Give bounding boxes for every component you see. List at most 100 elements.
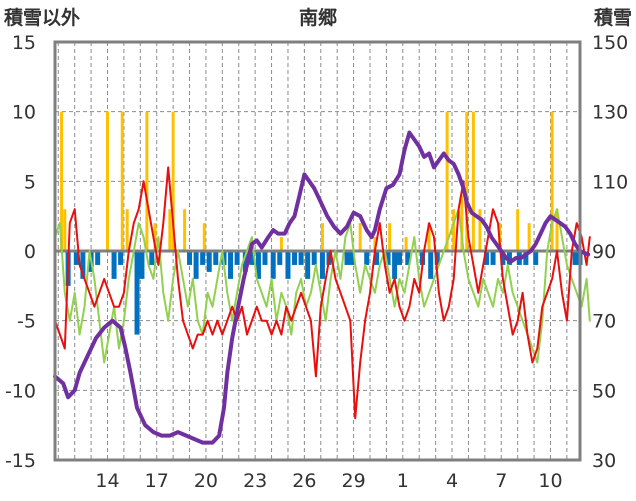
- snowfall-bar: [478, 209, 482, 251]
- snow-change-bar: [374, 251, 380, 265]
- snowfall-bar: [516, 209, 520, 251]
- snow-change-bar: [500, 251, 506, 265]
- snow-change-bars: [65, 251, 583, 335]
- snowfall-bar: [63, 209, 67, 251]
- x-tick-label: 23: [243, 470, 267, 492]
- series-line-min-temp: [54, 208, 591, 364]
- snowfall-bar: [555, 209, 559, 251]
- snow-change-bar: [483, 251, 489, 265]
- snowfall-bar: [171, 111, 175, 252]
- snowfall-bar: [168, 209, 172, 251]
- snow-change-bar: [572, 251, 578, 265]
- snow-change-bar: [490, 251, 496, 265]
- snow-change-bar: [533, 251, 539, 265]
- y-left-tick-label: -15: [5, 450, 36, 472]
- x-tick-label: 1: [397, 470, 409, 492]
- snow-change-bar: [249, 251, 255, 265]
- snow-change-bar: [213, 251, 219, 265]
- x-tick-label: 20: [194, 470, 218, 492]
- y-left-ticks: 15 10 5 0 -5 -10 -15: [5, 32, 36, 472]
- snowfall-bar: [404, 237, 408, 251]
- x-ticks: 14 17 20 23 26 29 1 4 7 10: [95, 470, 562, 492]
- snowfall-bar: [460, 195, 464, 251]
- snow-change-bar: [80, 251, 86, 279]
- snow-change-bar: [95, 251, 101, 265]
- y-left-tick-label: 5: [24, 171, 36, 193]
- snow-change-bar: [228, 251, 234, 279]
- y-left-tick-label: -5: [17, 311, 36, 333]
- y-left-label: 積雪以外: [4, 6, 80, 29]
- snow-change-bar: [397, 251, 403, 265]
- snowfall-bar: [373, 237, 377, 251]
- y-right-tick-label: 30: [592, 450, 616, 472]
- snowfall-bar: [471, 111, 475, 252]
- y-left-tick-label: 10: [12, 102, 36, 124]
- y-right-tick-label: 130: [592, 102, 628, 124]
- y-left-tick-label: 15: [12, 32, 36, 54]
- snowfall-bar: [358, 223, 362, 251]
- snowfall-bar: [183, 209, 187, 251]
- snowfall-bar: [427, 223, 431, 251]
- snow-change-bar: [193, 251, 199, 279]
- snow-change-bar: [292, 251, 298, 265]
- x-tick-label: 26: [292, 470, 316, 492]
- y-right-tick-label: 90: [592, 241, 616, 263]
- snow-change-bar: [523, 251, 529, 265]
- snow-change-bar: [298, 251, 304, 265]
- snowfall-bar: [153, 223, 157, 251]
- snowfall-bars: [60, 111, 559, 252]
- x-tick-label: 4: [446, 470, 458, 492]
- snowfall-bar: [445, 111, 449, 252]
- chart-title: 南郷: [299, 6, 337, 29]
- y-right-ticks: 150 130 110 90 70 50 30: [592, 32, 628, 472]
- y-left-tick-label: 0: [24, 241, 36, 263]
- snow-change-bar: [149, 251, 155, 265]
- snow-change-bar: [206, 251, 212, 272]
- snow-change-bar: [73, 251, 79, 265]
- x-tick-label: 14: [95, 470, 119, 492]
- snowfall-bar: [465, 111, 469, 252]
- snowfall-bar: [279, 237, 283, 251]
- x-tick-label: 7: [495, 470, 507, 492]
- snowfall-bar: [106, 111, 109, 252]
- snow-change-bar: [434, 251, 440, 265]
- snow-change-bar: [262, 251, 268, 265]
- snow-change-bar: [311, 251, 317, 265]
- snow-change-bar: [255, 251, 261, 279]
- x-tick-label: 10: [538, 470, 562, 492]
- snowfall-bar: [388, 223, 392, 251]
- y-left-tick-label: -10: [5, 380, 36, 402]
- x-tick-label: 17: [145, 470, 169, 492]
- series-line-max-temp: [54, 166, 591, 420]
- snowfall-bar: [125, 209, 129, 251]
- snow-change-bar: [270, 251, 276, 279]
- snow-change-bar: [344, 251, 350, 265]
- snow-change-bar: [364, 251, 370, 265]
- snowfall-bar: [527, 223, 531, 251]
- snow-change-bar: [285, 251, 291, 279]
- snowfall-bar: [202, 223, 206, 251]
- snowfall-bar: [120, 111, 124, 252]
- snow-change-bar: [305, 251, 311, 279]
- snow-change-bar: [277, 251, 283, 265]
- snow-change-bar: [200, 251, 206, 265]
- series-lines: [53, 130, 591, 445]
- y-right-tick-label: 50: [592, 380, 616, 402]
- snow-change-bar: [134, 251, 140, 335]
- snow-change-bar: [428, 251, 434, 279]
- snow-change-bar: [234, 251, 240, 265]
- plot-frame: [53, 40, 582, 462]
- y-right-tick-label: 150: [592, 32, 628, 54]
- y-right-tick-label: 110: [592, 171, 628, 193]
- y-right-label: 積雪: [594, 6, 632, 29]
- snow-change-bar: [405, 251, 411, 265]
- snowfall-bar: [320, 223, 324, 251]
- series-line-snow-depth: [53, 130, 591, 445]
- snowfall-bar: [145, 111, 149, 252]
- snow-change-bar: [111, 251, 117, 279]
- snow-change-bar: [319, 251, 325, 279]
- snow-change-bar: [349, 251, 355, 265]
- snowfall-bar: [60, 111, 64, 252]
- snow-change-bar: [385, 251, 391, 265]
- snow-change-bar: [139, 251, 145, 279]
